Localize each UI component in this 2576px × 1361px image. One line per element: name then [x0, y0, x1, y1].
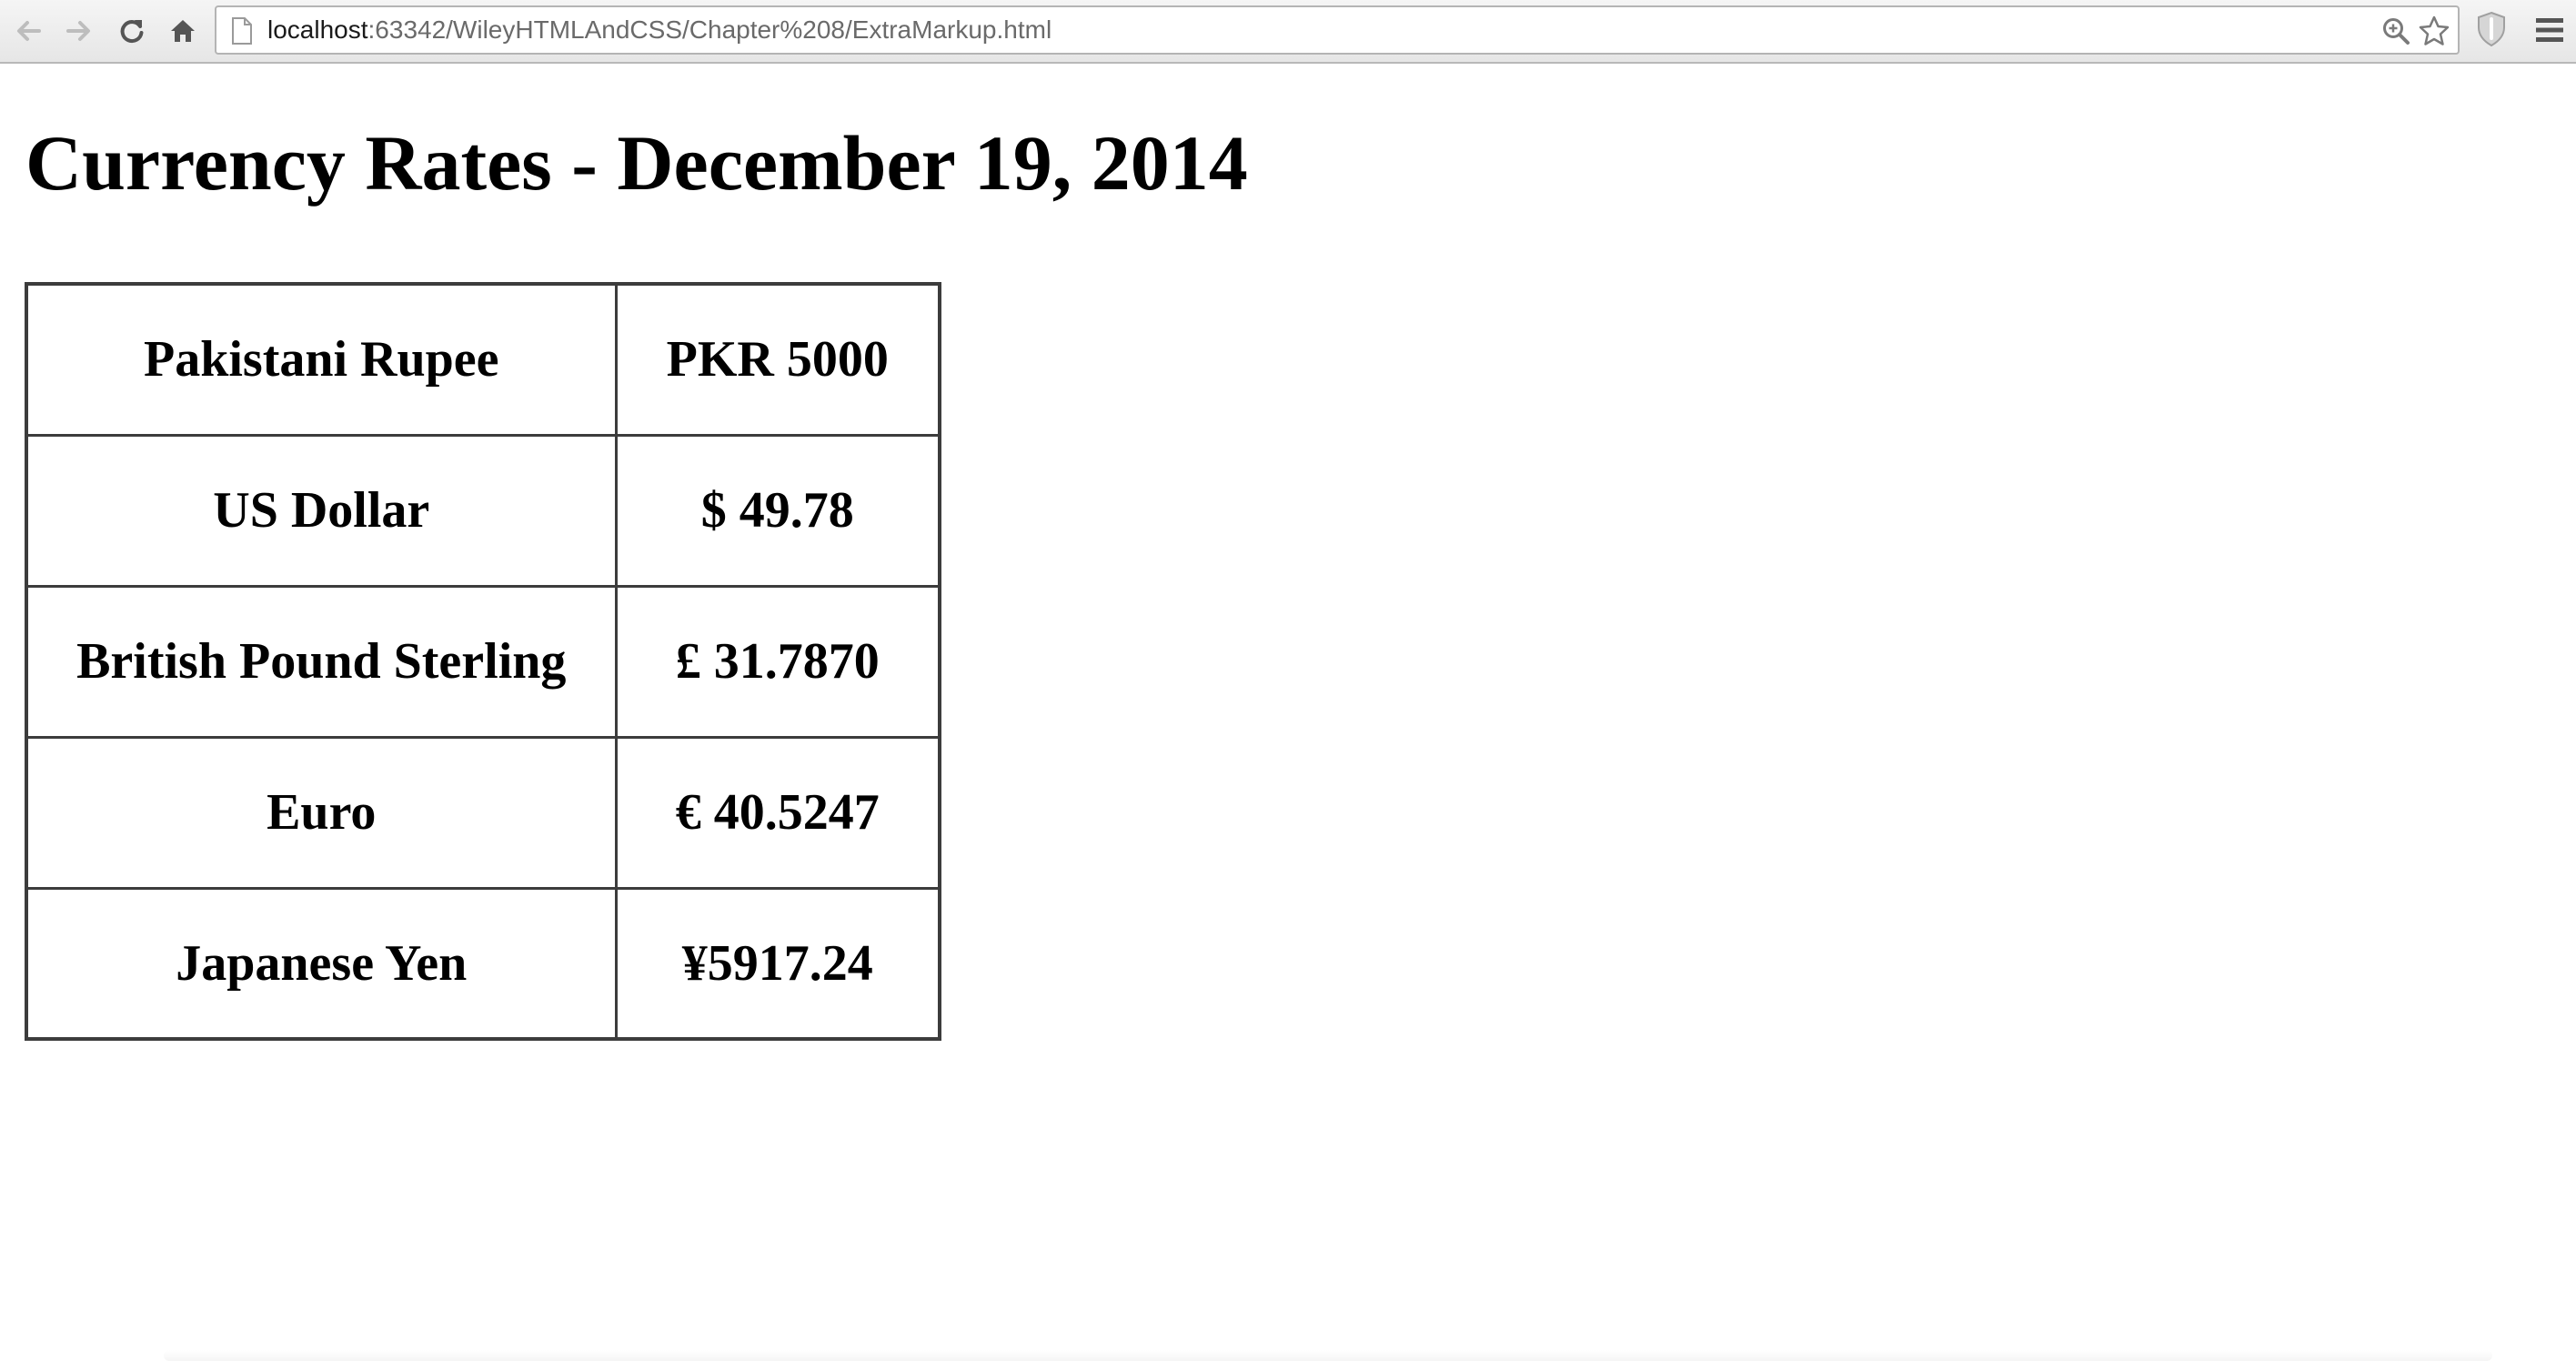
- forward-button[interactable]: [58, 10, 100, 52]
- reload-icon: [120, 20, 144, 44]
- url-path: :63342/WileyHTMLAndCSS/Chapter%208/Extra…: [367, 15, 1052, 44]
- currency-rates-table: Pakistani Rupee PKR 5000 US Dollar $ 49.…: [25, 282, 941, 1041]
- table-row: Japanese Yen ¥5917.24: [25, 886, 941, 1041]
- zoom-icon[interactable]: [2381, 16, 2410, 45]
- page-content: Currency Rates - December 19, 2014 Pakis…: [0, 64, 2576, 1361]
- currency-rate-cell: $ 49.78: [614, 433, 941, 588]
- home-button[interactable]: [162, 10, 204, 52]
- url-text[interactable]: localhost:63342/WileyHTMLAndCSS/Chapter%…: [267, 7, 1052, 53]
- address-bar[interactable]: localhost:63342/WileyHTMLAndCSS/Chapter%…: [215, 5, 2460, 55]
- browser-toolbar: localhost:63342/WileyHTMLAndCSS/Chapter%…: [0, 0, 2576, 64]
- home-icon: [171, 20, 195, 42]
- window-bottom-shadow: [164, 1350, 2492, 1361]
- table-row: British Pound Sterling £ 31.7870: [25, 584, 941, 739]
- currency-name-cell: Pakistani Rupee: [25, 282, 618, 437]
- currency-name-cell: US Dollar: [25, 433, 618, 588]
- hamburger-menu-icon[interactable]: [2534, 16, 2565, 44]
- page-title: Currency Rates - December 19, 2014: [25, 119, 1248, 207]
- arrow-right-icon: [66, 21, 90, 41]
- back-button[interactable]: [7, 10, 49, 52]
- shield-icon[interactable]: [2476, 11, 2507, 47]
- table-row: Pakistani Rupee PKR 5000: [25, 282, 941, 437]
- url-host: localhost: [267, 15, 368, 44]
- currency-rate-cell: € 40.5247: [614, 735, 941, 890]
- currency-name-cell: Euro: [25, 735, 618, 890]
- currency-name-cell: Japanese Yen: [25, 886, 618, 1041]
- reload-button[interactable]: [111, 10, 153, 52]
- star-icon[interactable]: [2418, 15, 2450, 47]
- table-row: US Dollar $ 49.78: [25, 433, 941, 588]
- currency-rate-cell: PKR 5000: [614, 282, 941, 437]
- currency-name-cell: British Pound Sterling: [25, 584, 618, 739]
- page-icon: [232, 17, 252, 45]
- arrow-left-icon: [17, 21, 41, 41]
- currency-rate-cell: ¥5917.24: [614, 886, 941, 1041]
- currency-rate-cell: £ 31.7870: [614, 584, 941, 739]
- table-row: Euro € 40.5247: [25, 735, 941, 890]
